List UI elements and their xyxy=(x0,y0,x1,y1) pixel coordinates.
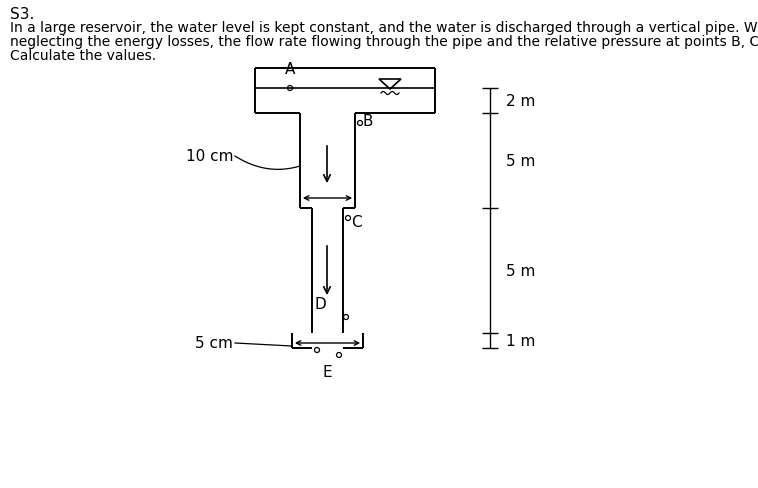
Text: S3.: S3. xyxy=(10,7,34,22)
Text: In a large reservoir, the water level is kept constant, and the water is dischar: In a large reservoir, the water level is… xyxy=(10,21,758,35)
Text: D: D xyxy=(315,296,327,311)
Text: 10 cm: 10 cm xyxy=(186,149,233,164)
Text: 5 m: 5 m xyxy=(506,154,535,169)
Text: A: A xyxy=(285,62,295,77)
Text: 1 m: 1 m xyxy=(506,334,535,349)
Text: B: B xyxy=(363,114,374,129)
Text: Calculate the values.: Calculate the values. xyxy=(10,49,156,63)
Text: C: C xyxy=(351,215,362,230)
Text: 5 cm: 5 cm xyxy=(195,336,233,351)
Text: neglecting the energy losses, the flow rate flowing through the pipe and the rel: neglecting the energy losses, the flow r… xyxy=(10,35,758,49)
Text: 5 m: 5 m xyxy=(506,264,535,279)
Text: E: E xyxy=(322,364,332,379)
Text: 2 m: 2 m xyxy=(506,94,535,109)
